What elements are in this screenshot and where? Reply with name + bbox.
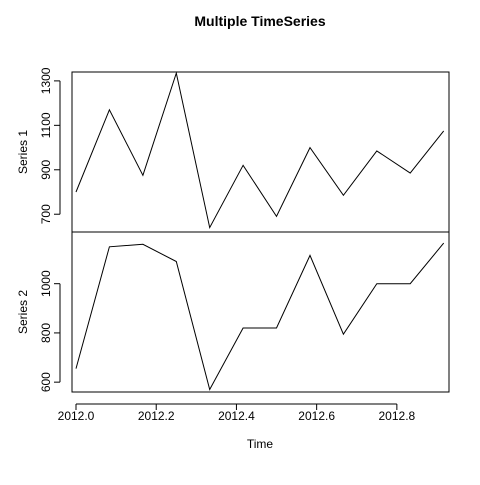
panel-2-frame	[71, 231, 450, 393]
panel-series-2: 600 800 1000 Series 2	[16, 231, 450, 393]
panel-1-y-tick-label: 700	[39, 204, 53, 224]
panel-2-y-tick-label: 800	[39, 323, 53, 343]
panel-1-y-tick-label: 900	[39, 159, 53, 179]
x-tick-label: 2012.2	[138, 409, 175, 423]
panel-2-y-tick-label: 1000	[39, 270, 53, 297]
x-axis-label: Time	[247, 437, 274, 451]
panel-1-y-tick-label: 1300	[39, 67, 53, 94]
x-tick-label: 2012.8	[379, 409, 416, 423]
panel-2-y-ticks: 600 800 1000	[39, 270, 60, 392]
panel-1-y-ticks: 700 900 1100 1300	[39, 67, 60, 224]
x-tick-label: 2012.0	[58, 409, 95, 423]
panel-2-ylabel: Series 2	[16, 290, 30, 334]
x-tick-label: 2012.4	[218, 409, 255, 423]
series-2-line	[75, 242, 445, 391]
panel-1-ylabel: Series 1	[16, 130, 30, 174]
panel-1-y-tick-label: 1100	[39, 112, 53, 138]
chart-title: Multiple TimeSeries	[194, 13, 325, 29]
x-ticks: 2012.0 2012.2 2012.4 2012.6 2012.8	[58, 404, 416, 423]
panel-1-frame	[71, 71, 450, 233]
panel-2-y-tick-label: 600	[39, 372, 53, 392]
series-1-line	[75, 71, 445, 230]
x-tick-label: 2012.6	[298, 409, 335, 423]
panel-series-1: 700 900 1100 1300 Series 1	[16, 67, 450, 233]
